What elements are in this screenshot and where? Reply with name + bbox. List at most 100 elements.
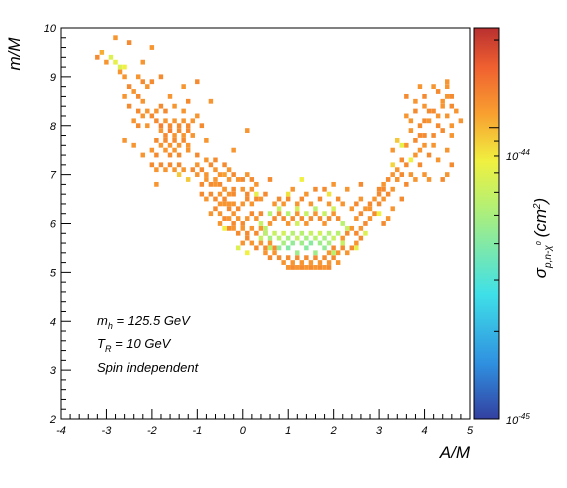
heatmap-cell (445, 93, 450, 99)
heatmap-cell (331, 255, 336, 261)
heatmap-cell (281, 260, 286, 265)
heatmap-cell (290, 265, 295, 270)
heatmap-cell (422, 133, 427, 138)
heatmap-cell (304, 211, 309, 217)
heatmap-cell (331, 206, 336, 212)
heatmap-cell (235, 216, 241, 221)
heatmap-cell (313, 265, 318, 270)
heatmap-cell (254, 216, 259, 221)
heatmap-cell (426, 152, 432, 158)
heatmap-cell (385, 216, 391, 221)
heatmap-cell (213, 177, 218, 182)
heatmap-cell (185, 142, 191, 148)
heatmap-cell (422, 142, 427, 148)
heatmap-cell (372, 211, 377, 217)
heatmap-cell (140, 59, 145, 65)
x-tick-label: 1 (285, 425, 291, 437)
x-tick-label: 4 (421, 425, 427, 437)
x-axis-title: A/M (439, 443, 471, 462)
heatmap-cell (149, 147, 155, 153)
heatmap-cell (295, 250, 300, 256)
heatmap-cell (290, 260, 295, 265)
heatmap-cell (422, 103, 427, 109)
heatmap-cell (145, 108, 150, 114)
heatmap-cell (181, 133, 186, 138)
x-tick-label: -2 (147, 425, 157, 437)
heatmap-cell (381, 186, 386, 192)
heatmap-cell (204, 137, 209, 143)
heatmap-cell (326, 240, 332, 246)
heatmap-cell (163, 147, 168, 153)
colorbar-tick-label-high: 10-44 (506, 148, 530, 163)
heatmap-cell (163, 133, 168, 138)
heatmap-cell (331, 211, 336, 217)
heatmap-cell (295, 211, 300, 217)
heatmap-cell (240, 186, 245, 192)
heatmap-cell (190, 167, 195, 173)
heatmap-cell (195, 152, 200, 158)
heatmap-cell (399, 142, 405, 148)
heatmap-cell (422, 93, 427, 99)
heatmap-cell (267, 235, 273, 241)
heatmap-cell (299, 230, 305, 236)
heatmap-cell (245, 250, 250, 256)
heatmap-cell (122, 74, 127, 80)
heatmap-cell (204, 157, 209, 163)
heatmap-cell (222, 162, 227, 168)
heatmap-cell (158, 103, 164, 109)
heatmap-cell (158, 74, 164, 80)
heatmap-cell (308, 216, 314, 221)
heatmap-cell (276, 211, 282, 217)
heatmap-cell (176, 162, 182, 168)
heatmap-cell (258, 235, 264, 241)
heatmap-cell (435, 123, 441, 129)
heatmap-cell (135, 74, 141, 80)
heatmap-cell (167, 123, 173, 129)
heatmap-cell (172, 147, 177, 153)
colorbar-ticks (489, 39, 499, 420)
heatmap-cell (285, 265, 291, 270)
heatmap-cell (176, 142, 182, 148)
heatmap-cell (417, 162, 423, 168)
heatmap-cell (345, 230, 350, 236)
heatmap-cell (385, 177, 391, 182)
heatmap-cell (381, 196, 386, 202)
heatmap-cell (331, 181, 336, 187)
colorbar-tick-label-low: 10-45 (506, 412, 530, 427)
colorbar-gradient (473, 27, 500, 420)
heatmap-cell (231, 186, 236, 192)
heatmap-cell (413, 108, 418, 114)
heatmap-cell (117, 64, 123, 70)
heatmap-cell (313, 250, 318, 256)
heatmap-cell (317, 230, 323, 236)
x-tick-label: -4 (56, 425, 66, 437)
heatmap-cell (349, 225, 355, 231)
heatmap-cell (249, 211, 255, 217)
heatmap-cell (195, 113, 200, 119)
heatmap-cell (226, 177, 232, 182)
heatmap-cell (313, 211, 318, 217)
heatmap-cell (308, 240, 314, 246)
heatmap-cell (317, 216, 323, 221)
heatmap-cell (181, 84, 186, 89)
heatmap-cell (95, 54, 100, 60)
heatmap-cell (435, 157, 441, 163)
heatmap-cell (458, 118, 464, 124)
heatmap-cell (354, 245, 359, 251)
heatmap-cell (340, 221, 345, 226)
heatmap-cell (313, 206, 318, 212)
heatmap-cell (349, 206, 355, 212)
heatmap-cell (285, 245, 291, 251)
heatmap-cell (354, 230, 359, 236)
y-tick-label: 8 (50, 121, 57, 133)
heatmap-cell (172, 133, 177, 138)
heatmap-cell (222, 196, 227, 202)
heatmap-cell (149, 162, 155, 168)
heatmap-cell (317, 260, 323, 265)
heatmap-cell (304, 191, 309, 197)
heatmap-cell (172, 103, 177, 109)
heatmap-cell (308, 230, 314, 236)
heatmap-cell (213, 206, 218, 212)
heatmap-cell (240, 221, 245, 226)
heatmap-cell (322, 186, 327, 192)
